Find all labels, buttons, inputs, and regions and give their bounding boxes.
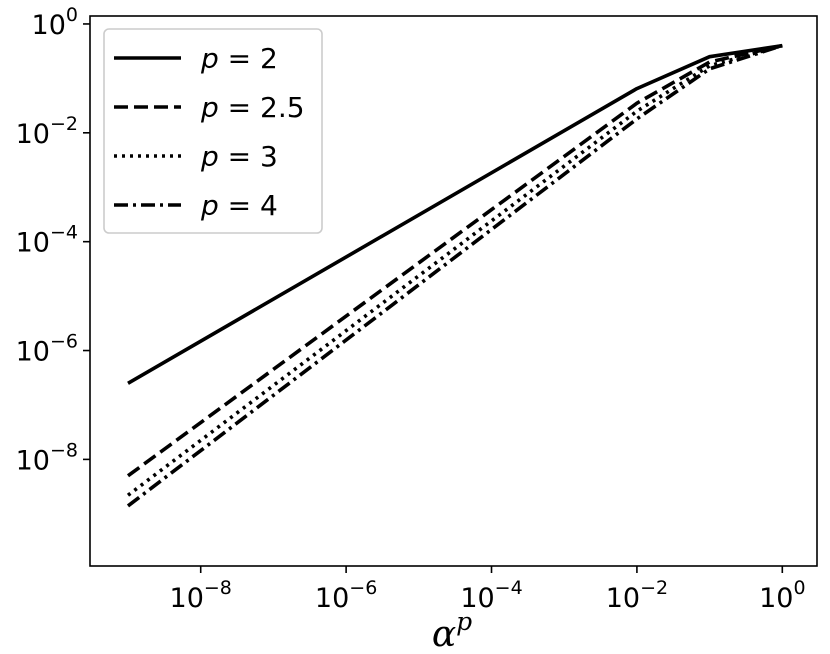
- plot-frame: [89, 15, 818, 567]
- x-tick-label: 100: [759, 577, 805, 614]
- legend-label-1: p = 2: [200, 42, 278, 75]
- x-tick-label: 10−6: [315, 577, 377, 614]
- x-tick-label: 10−8: [170, 577, 232, 614]
- legend: p = 2 p = 2.5 p = 3 p = 4: [103, 28, 323, 234]
- x-tick-label: 10−2: [606, 577, 668, 614]
- legend-label-2: p = 2.5: [200, 91, 305, 124]
- series-line-1: [127, 43, 783, 385]
- series-line-2: [126, 43, 783, 478]
- y-tick-label: 10−6: [16, 331, 78, 368]
- series-line-4: [126, 43, 783, 508]
- legend-box: [103, 28, 323, 234]
- legend-label-3: p = 3: [200, 140, 278, 173]
- y-tick-label: 100: [32, 4, 78, 41]
- legend-label-4: p = 4: [200, 189, 278, 222]
- y-tick-label: 10−4: [16, 222, 78, 259]
- series-layer: [126, 43, 783, 508]
- y-tick-label: 10−2: [16, 113, 78, 150]
- y-tick-label: 10−8: [16, 439, 78, 476]
- x-axis-label: αp: [432, 607, 472, 654]
- tick-layer: 10−8 10−6 10−4 10−2 100 100 10−2 10−4 10−6 10−8: [16, 4, 806, 614]
- x-tick-label: 10−4: [460, 577, 522, 614]
